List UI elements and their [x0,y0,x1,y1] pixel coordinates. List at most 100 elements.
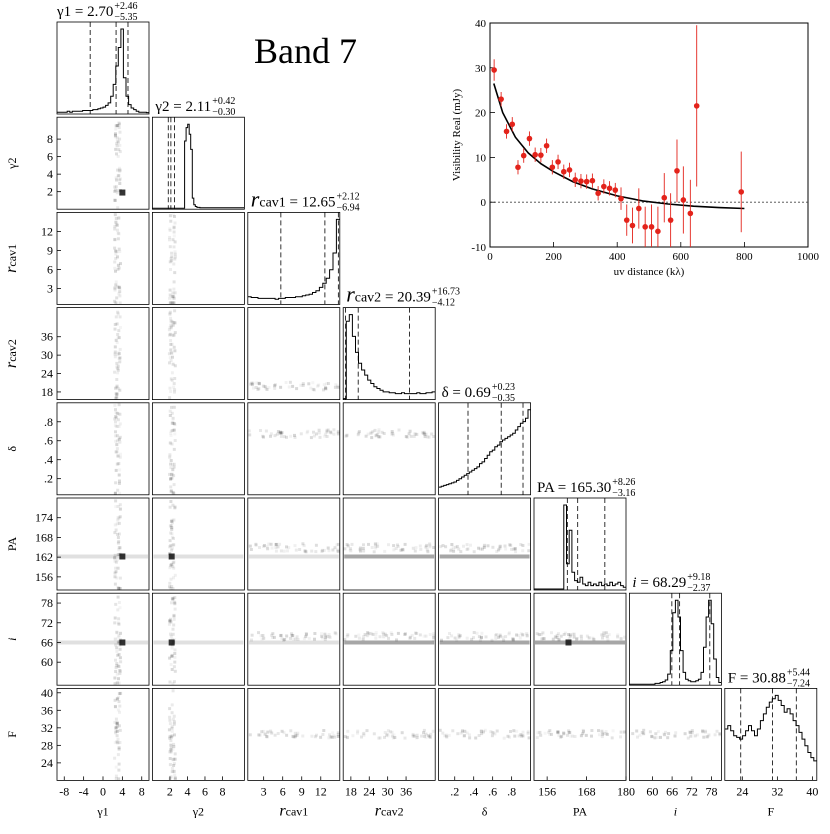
density-cell [336,731,340,734]
density-cell [580,637,583,641]
density-cell [117,462,121,465]
density-cell [307,382,311,386]
density-cell [116,753,120,757]
density-cell [169,747,173,751]
density-cell [114,185,118,189]
density-cell [114,134,117,137]
density-cell [172,665,176,669]
density-cell [451,729,455,733]
density-cell [118,166,121,170]
density-cell [114,416,118,420]
density-cell [568,730,572,734]
density-cell [172,764,176,767]
density-cell [173,655,177,659]
density-cell [114,570,118,574]
density-cell [168,396,172,400]
density-cell [396,545,400,548]
density-cell [254,386,258,389]
density-cell [113,199,117,202]
title-plus-err: +2.46 [114,1,137,12]
density-cell [601,636,604,640]
density-cell [502,638,506,642]
density-cell [118,606,122,610]
density-cell [116,237,120,241]
density-panel-flux-vs-delta [438,688,532,781]
density-cell [113,616,117,620]
density-cell [425,435,429,439]
density-cell [169,462,172,466]
density-cell [386,734,390,738]
density-cell [706,735,710,739]
density-cell [419,547,423,551]
density-cell [604,631,608,635]
point-marker [503,128,510,135]
density-cell [371,632,375,636]
density-cell [604,730,608,733]
density-panel-inc-vs-g1 [56,592,150,686]
density-cell [116,608,120,612]
density-cell [116,454,120,458]
density-cell [427,435,431,439]
density-cell [169,323,173,327]
density-cell [567,731,571,735]
data-point [509,117,516,132]
density-cell [405,435,409,439]
density-cell [390,432,394,436]
density-cell [113,417,117,421]
density-cell [386,729,390,733]
title-median: = 165.30 [554,480,611,496]
density-cell [169,620,173,624]
left-tick-label: .8 [44,415,53,429]
density-cell [375,542,379,546]
histogram-g1 [57,28,149,114]
density-cell [423,431,426,435]
density-cell [367,542,370,546]
density-cell [486,544,490,548]
inset-xlabel: uv distance (kλ) [614,266,685,278]
density-cell [172,225,176,229]
density-cell [600,729,604,733]
density-frame [342,592,436,686]
density-cell [118,360,122,364]
density-cell [116,174,120,178]
left-tick-label: 18 [41,385,53,399]
point-marker [601,183,607,190]
density-cell [541,637,545,641]
density-cell [347,544,350,548]
density-cell [169,319,173,323]
density-cell [369,631,373,635]
density-cell [359,549,362,553]
density-cell [607,633,611,637]
density-cell [171,213,175,217]
density-cell [117,777,121,781]
density-cell [623,635,626,639]
density-cell [421,431,425,435]
density-cell [491,545,495,549]
density-frame [247,402,341,496]
density-cell [357,633,361,637]
point-marker [595,190,601,197]
density-cell [113,698,117,702]
density-cell [707,733,711,737]
density-cell [266,730,270,734]
density-cell [555,633,559,637]
density-cell [170,770,174,774]
density-cell [377,428,381,432]
point-marker [520,152,527,159]
density-cell [273,383,277,387]
title-symbol: δ [442,385,449,401]
density-cell [115,341,119,345]
density-cell [118,576,122,580]
density-cell [275,542,278,546]
density-cell [404,435,408,438]
density-cell [413,432,417,436]
density-cell [631,732,635,736]
density-cell [116,640,120,644]
bottom-axis-label: rcav1 [279,801,308,819]
density-cell [392,544,396,548]
density-cell [479,729,483,733]
density-frame [56,497,150,591]
data-point [674,139,680,203]
density-panel-flux-vs-g2 [151,688,245,781]
density-cell [333,631,337,635]
